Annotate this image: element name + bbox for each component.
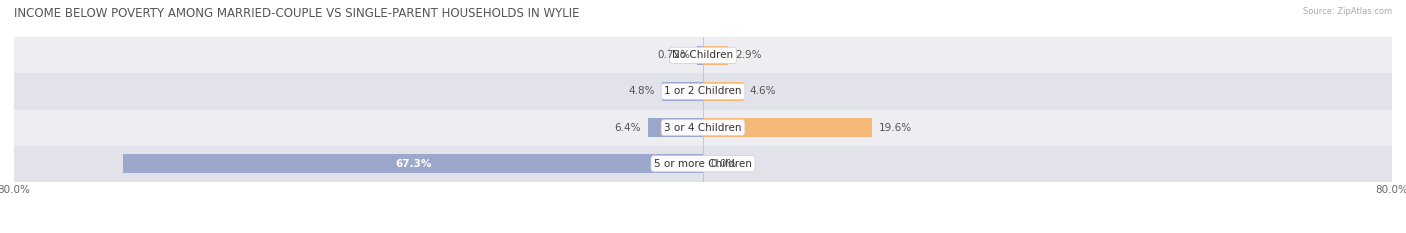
Bar <box>14 37 1392 73</box>
Bar <box>697 46 703 65</box>
Text: 1 or 2 Children: 1 or 2 Children <box>664 86 742 96</box>
Bar <box>14 73 1392 110</box>
Bar <box>124 154 703 173</box>
Bar <box>648 118 703 137</box>
Bar <box>703 118 872 137</box>
Text: 6.4%: 6.4% <box>614 123 641 133</box>
Text: 4.6%: 4.6% <box>749 86 776 96</box>
Bar <box>703 46 728 65</box>
Text: 4.8%: 4.8% <box>628 86 655 96</box>
Text: 2.9%: 2.9% <box>735 50 762 60</box>
Text: 3 or 4 Children: 3 or 4 Children <box>664 123 742 133</box>
Bar <box>662 82 703 101</box>
Text: No Children: No Children <box>672 50 734 60</box>
Bar <box>703 82 742 101</box>
Text: 5 or more Children: 5 or more Children <box>654 159 752 169</box>
Bar <box>14 146 1392 182</box>
Text: 0.72%: 0.72% <box>657 50 690 60</box>
Text: 0.0%: 0.0% <box>710 159 737 169</box>
Text: 19.6%: 19.6% <box>879 123 912 133</box>
Bar <box>14 110 1392 146</box>
Text: Source: ZipAtlas.com: Source: ZipAtlas.com <box>1303 7 1392 16</box>
Text: INCOME BELOW POVERTY AMONG MARRIED-COUPLE VS SINGLE-PARENT HOUSEHOLDS IN WYLIE: INCOME BELOW POVERTY AMONG MARRIED-COUPL… <box>14 7 579 20</box>
Text: 67.3%: 67.3% <box>395 159 432 169</box>
